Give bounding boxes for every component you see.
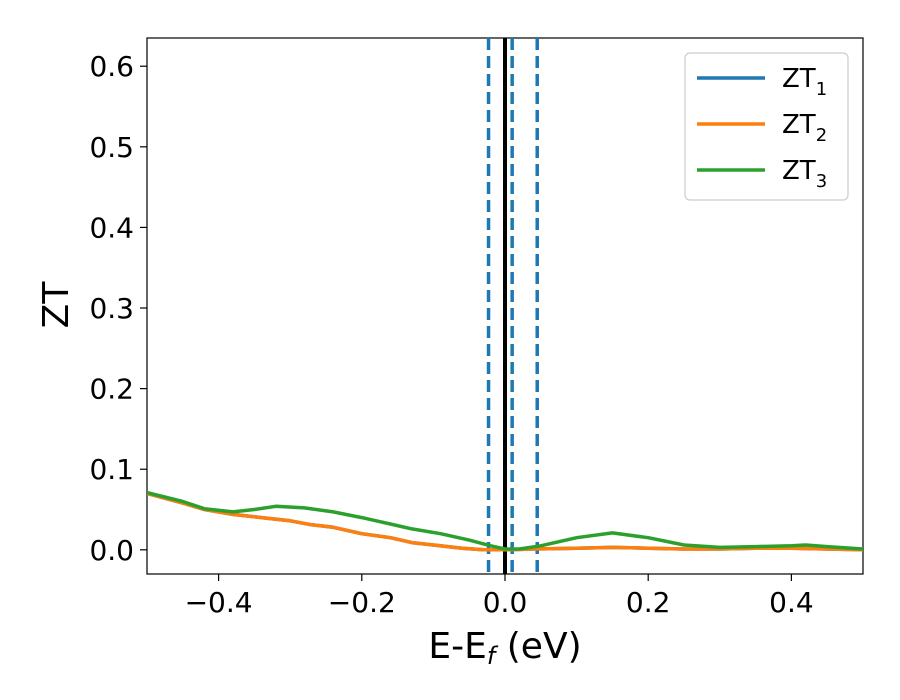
legend-label-1: ZT1 <box>782 64 827 100</box>
y-tick-label: 0.1 <box>89 453 134 486</box>
legend: ZT1 ZT2 ZT3 <box>684 52 849 201</box>
x-tick-label: 0.0 <box>483 586 528 619</box>
y-axis-ticks: 0.0 0.1 0.2 0.3 0.4 0.5 0.6 <box>89 50 147 567</box>
x-tick-label: −0.4 <box>185 586 253 619</box>
y-tick-label: 0.5 <box>89 131 134 164</box>
y-tick-label: 0.2 <box>89 373 134 406</box>
x-axis-ticks: −0.4 −0.2 0.0 0.2 0.4 <box>185 574 814 619</box>
x-tick-label: −0.2 <box>328 586 396 619</box>
y-tick-label: 0.4 <box>89 211 134 244</box>
legend-label-3: ZT3 <box>782 156 827 192</box>
legend-box <box>684 52 849 201</box>
series-line-3 <box>147 490 863 551</box>
legend-label-2: ZT2 <box>782 110 827 146</box>
x-tick-label: 0.4 <box>769 586 814 619</box>
x-tick-label: 0.2 <box>626 586 671 619</box>
y-tick-label: 0.3 <box>89 292 134 325</box>
y-tick-label: 0.0 <box>89 534 134 567</box>
y-axis-title: ZT <box>36 281 77 329</box>
x-axis-title: E-Ef (eV) <box>428 626 581 670</box>
y-tick-label: 0.6 <box>89 50 134 83</box>
